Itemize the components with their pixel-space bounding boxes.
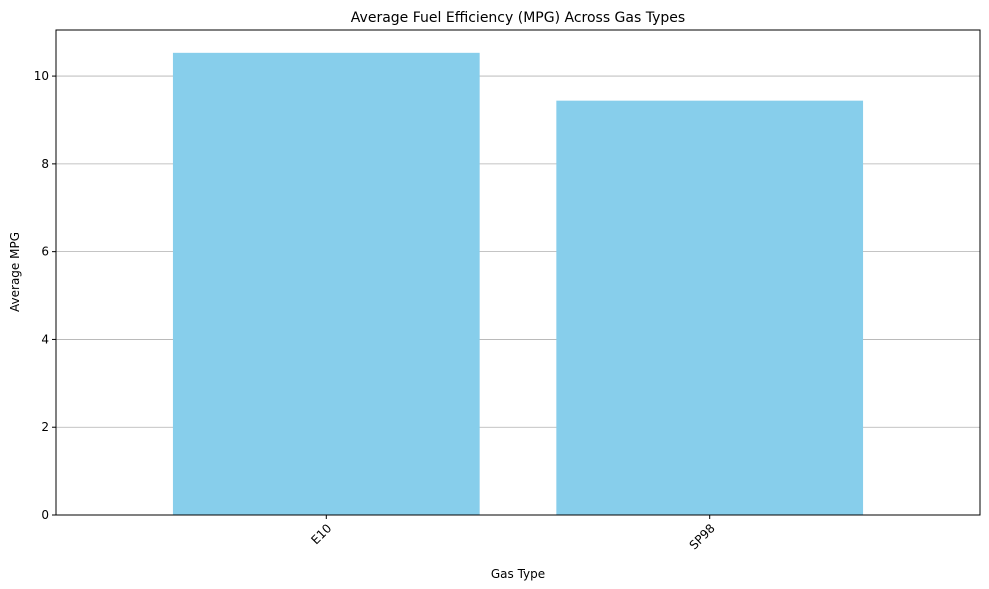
plot-frame: [55, 29, 981, 516]
y-tick-label: 2: [41, 420, 49, 434]
x-axis-ticks: E10 SP98: [308, 515, 718, 552]
y-tick-label: 8: [41, 157, 49, 171]
bar-e10: [172, 52, 480, 516]
y-tick-label: 4: [41, 332, 49, 346]
y-tick-label: 6: [41, 245, 49, 259]
y-tick-label: 10: [34, 69, 49, 83]
y-axis-label: Average MPG: [8, 232, 22, 312]
y-axis-ticks: 0 2 4 6 8 10: [34, 69, 56, 522]
bar-sp98: [556, 100, 864, 515]
x-tick-label: SP98: [687, 521, 718, 552]
bars: [172, 52, 864, 516]
y-tick-label: 0: [41, 508, 49, 522]
x-axis-label: Gas Type: [491, 567, 545, 581]
x-tick-label: E10: [308, 521, 334, 547]
chart-title: Average Fuel Efficiency (MPG) Across Gas…: [351, 10, 685, 26]
